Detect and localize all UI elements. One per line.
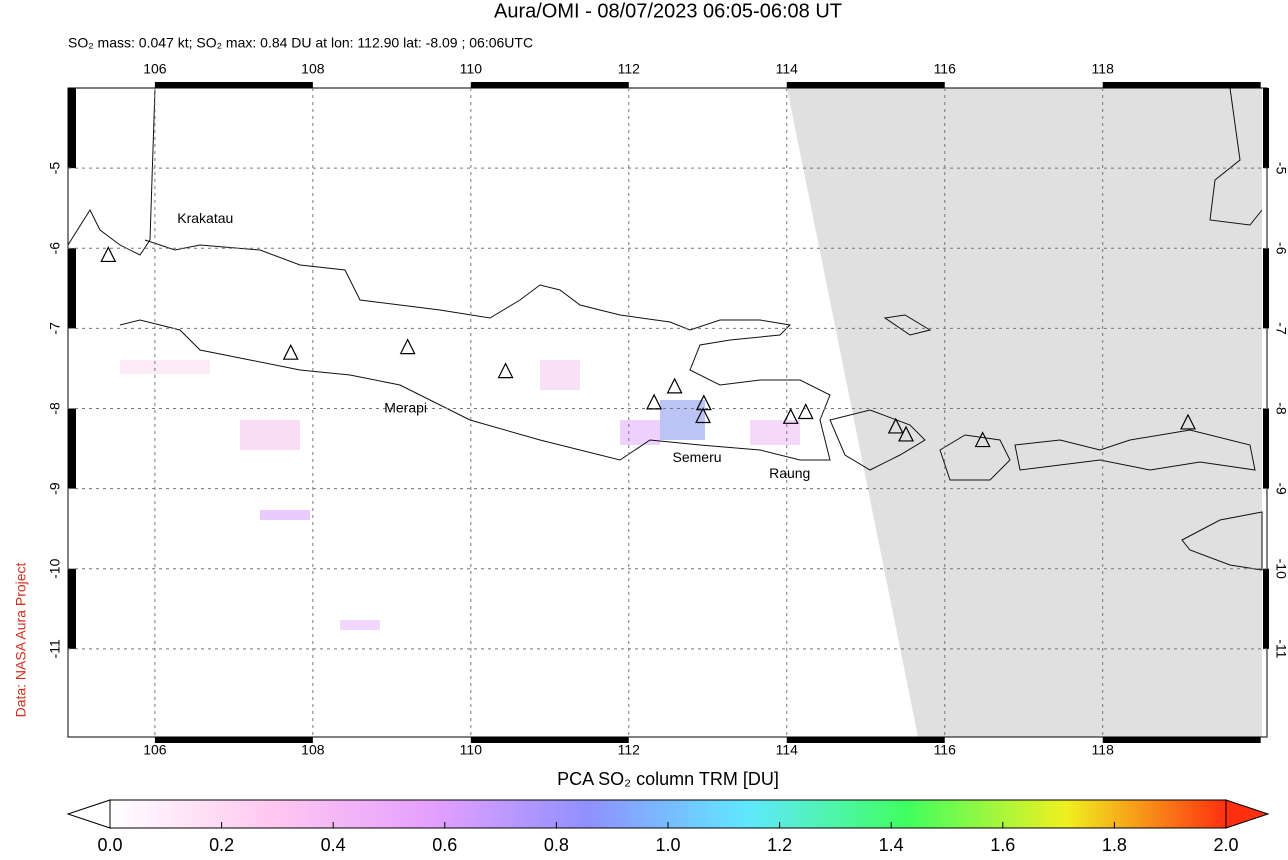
colorbar-tick-label: 1.8 bbox=[1102, 835, 1127, 855]
y-tick-label: -10 bbox=[47, 558, 63, 578]
colorbar-tick-label: 0.6 bbox=[432, 835, 457, 855]
volcano-marker bbox=[282, 343, 299, 360]
no-data-region bbox=[787, 88, 1262, 737]
volcano-marker bbox=[646, 393, 663, 410]
colorbar-label: PCA SO₂ column TRM [DU] bbox=[557, 769, 779, 789]
x-tick-label: 108 bbox=[301, 742, 325, 758]
y-tick-label: -8 bbox=[47, 402, 63, 415]
y-tick-label: -7 bbox=[47, 322, 63, 335]
frame-bar bbox=[1102, 737, 1261, 743]
so2-pixels bbox=[120, 360, 800, 630]
volcano-marker bbox=[1180, 413, 1196, 430]
y-tick-label: -6 bbox=[1273, 242, 1288, 255]
frame-bar bbox=[1263, 88, 1269, 169]
y-tick-label: -11 bbox=[47, 639, 63, 658]
subtitle: SO₂ mass: 0.047 kt; SO₂ max: 0.84 DU at … bbox=[68, 35, 533, 51]
frame-bar bbox=[68, 88, 76, 169]
frame-border bbox=[67, 87, 1268, 738]
x-tick-label: 118 bbox=[1092, 61, 1115, 77]
volcano-label: Merapi bbox=[384, 399, 427, 415]
frame-bar bbox=[154, 82, 313, 88]
volcano-marker bbox=[797, 403, 814, 420]
colorbar-tick-label: 1.4 bbox=[879, 835, 904, 855]
title: Aura/OMI - 08/07/2023 06:05-06:08 UT bbox=[494, 0, 842, 22]
frame-bar bbox=[154, 737, 313, 743]
y-tick-label: -9 bbox=[47, 482, 63, 495]
frame-bar bbox=[1263, 248, 1269, 329]
volcano-marker bbox=[782, 407, 799, 424]
y-tick-label: -5 bbox=[47, 162, 63, 175]
x-tick-label: 106 bbox=[143, 61, 167, 77]
volcano-label: Semeru bbox=[673, 449, 722, 465]
frame-bar bbox=[1263, 408, 1269, 489]
frame-bar bbox=[68, 248, 76, 329]
volcano-label: Krakatau bbox=[177, 210, 233, 226]
credit: Data: NASA Aura Project bbox=[13, 562, 29, 717]
x-tick-label: 112 bbox=[618, 742, 641, 758]
frame-bar bbox=[68, 408, 76, 489]
x-tick-label: 110 bbox=[460, 742, 483, 758]
x-tick-label: 116 bbox=[934, 61, 957, 77]
colorbar-tick-label: 2.0 bbox=[1213, 835, 1238, 855]
colorbar-tick-label: 0.8 bbox=[544, 835, 569, 855]
x-tick-label: 114 bbox=[776, 742, 799, 758]
y-tick-label: -6 bbox=[47, 242, 63, 255]
volcano-label: Raung bbox=[769, 465, 810, 481]
y-tick-label: -9 bbox=[1273, 482, 1288, 495]
x-tick-label: 108 bbox=[301, 61, 325, 77]
y-tick-label: -8 bbox=[1273, 402, 1288, 415]
colorbar-tick-label: 1.2 bbox=[767, 835, 792, 855]
volcano-marker bbox=[898, 425, 915, 442]
colorbar-tick-label: 0.2 bbox=[209, 835, 234, 855]
volcano-marker bbox=[497, 362, 514, 379]
x-tick-label: 116 bbox=[934, 742, 957, 758]
x-tick-label: 118 bbox=[1092, 742, 1115, 758]
frame-bar bbox=[1263, 568, 1269, 649]
y-tick-label: -11 bbox=[1273, 639, 1288, 658]
volcano-marker bbox=[666, 377, 683, 394]
volcano-marker bbox=[399, 338, 416, 355]
y-tick-label: -10 bbox=[1273, 559, 1288, 579]
no-data-area bbox=[787, 88, 1262, 737]
coastlines bbox=[67, 87, 1263, 571]
y-tick-label: -7 bbox=[1273, 322, 1288, 335]
volcano-marker bbox=[974, 431, 991, 448]
volcano-marker bbox=[100, 246, 117, 263]
y-tick-label: -5 bbox=[1273, 162, 1288, 175]
frame-bar bbox=[1102, 82, 1261, 88]
x-tick-label: 106 bbox=[143, 742, 167, 758]
colorbar-tick-label: 1.0 bbox=[655, 835, 680, 855]
map-frame bbox=[67, 82, 1269, 743]
colorbar-tick-label: 0.4 bbox=[321, 835, 346, 855]
frame-bar bbox=[786, 82, 945, 88]
frame-bar bbox=[68, 568, 76, 649]
x-tick-label: 110 bbox=[460, 61, 483, 77]
frame-bar bbox=[786, 737, 945, 743]
colorbar-high-arrow bbox=[1225, 799, 1270, 829]
frame-bar bbox=[470, 737, 629, 743]
colorbar-low-arrow bbox=[66, 799, 111, 829]
frame-bar bbox=[470, 82, 629, 88]
volcano-marker bbox=[695, 407, 712, 424]
x-tick-label: 114 bbox=[776, 61, 799, 77]
colorbar-tick-label: 0.0 bbox=[97, 835, 122, 855]
volcano-marker bbox=[887, 417, 904, 434]
x-tick-label: 112 bbox=[618, 61, 641, 77]
colorbar-tick-label: 1.6 bbox=[990, 835, 1015, 855]
